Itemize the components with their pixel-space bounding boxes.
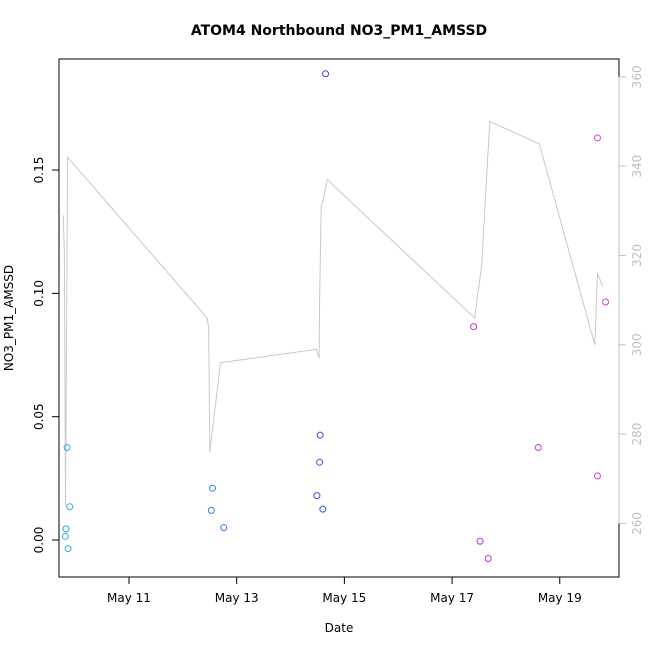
y-tick-label: 0.10 xyxy=(32,280,46,307)
scatter-points xyxy=(61,70,610,562)
data-point xyxy=(593,472,601,480)
data-point xyxy=(66,503,74,511)
data-point xyxy=(484,555,492,562)
data-point xyxy=(476,537,484,545)
x-axis: May 11 May 13 May 15 May 17 May 19 xyxy=(107,577,582,605)
data-point xyxy=(316,458,324,466)
x-axis-label: Date xyxy=(325,621,354,635)
y-axis-label: NO3_PM1_AMSSD xyxy=(2,265,16,371)
data-point xyxy=(593,134,601,142)
series-line xyxy=(62,120,604,506)
y2-tick-label: 300 xyxy=(630,333,644,356)
right-axis-series xyxy=(62,120,604,506)
data-point xyxy=(61,532,69,540)
x-tick-label: May 17 xyxy=(430,591,474,605)
y-tick-label: 0.05 xyxy=(32,403,46,430)
data-point xyxy=(64,545,72,553)
data-point xyxy=(63,444,71,451)
data-point xyxy=(319,505,327,513)
data-point xyxy=(220,524,228,532)
y2-tick-label: 340 xyxy=(630,155,644,178)
data-point xyxy=(207,506,215,514)
chart-title: ATOM4 Northbound NO3_PM1_AMSSD xyxy=(191,23,487,39)
data-point xyxy=(313,492,321,500)
data-point xyxy=(602,298,610,306)
data-point xyxy=(470,323,478,331)
y2-tick-label: 320 xyxy=(630,244,644,267)
x-tick-label: May 19 xyxy=(538,591,582,605)
y2-tick-label: 280 xyxy=(630,423,644,446)
data-point xyxy=(322,70,330,78)
data-point xyxy=(316,431,324,439)
y-tick-label: 0.15 xyxy=(32,157,46,184)
y-axis-right: 260 280 300 320 340 360 xyxy=(618,65,644,535)
y2-tick-label: 360 xyxy=(630,65,644,88)
data-point xyxy=(534,444,542,451)
x-tick-label: May 11 xyxy=(107,591,151,605)
x-tick-label: May 13 xyxy=(215,591,259,605)
plot-frame xyxy=(58,58,620,578)
y-axis-left: 0.00 0.05 0.10 0.15 xyxy=(32,157,59,554)
data-point xyxy=(62,525,70,533)
y2-tick-label: 260 xyxy=(630,512,644,535)
data-point xyxy=(208,484,216,492)
y-tick-label: 0.00 xyxy=(32,527,46,554)
x-tick-label: May 15 xyxy=(322,591,366,605)
